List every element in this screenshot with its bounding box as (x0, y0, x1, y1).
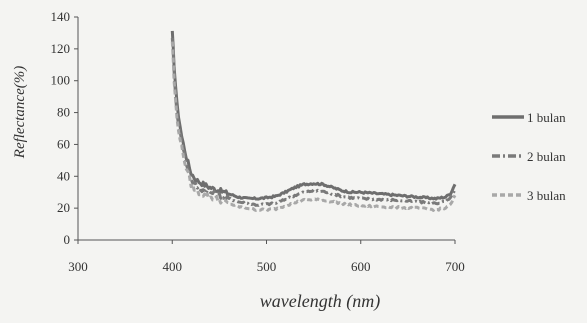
series-lines (170, 30, 457, 212)
axes: 0 20 40 60 80 100 120 140 300 400 500 600 700 (51, 9, 465, 274)
y-tick-label: 60 (57, 136, 70, 151)
legend-label-2: 2 bulan (527, 149, 566, 164)
y-axis-label: Reflectance(%) (12, 66, 28, 159)
y-tick-label: 140 (51, 9, 71, 24)
x-tick-label: 400 (163, 259, 183, 274)
legend-label-1: 1 bulan (527, 110, 566, 125)
series-line-1 (170, 30, 457, 201)
x-tick-label: 600 (351, 259, 371, 274)
y-tick-label: 120 (51, 41, 71, 56)
y-tick-label: 100 (51, 73, 71, 88)
y-tick-label: 20 (57, 200, 70, 215)
x-tick-label: 300 (68, 259, 88, 274)
y-tick-label: 0 (64, 232, 71, 247)
legend-label-3: 3 bulan (527, 188, 566, 203)
x-tick-label: 500 (257, 259, 277, 274)
y-tick-label: 80 (57, 105, 70, 120)
series-line-2 (170, 37, 457, 207)
legend: 1 bulan 2 bulan 3 bulan (492, 110, 566, 203)
x-tick-label: 700 (445, 259, 465, 274)
y-tick-label: 40 (57, 168, 70, 183)
series-line-3 (170, 41, 457, 212)
x-axis-label: wavelength (nm) (260, 291, 380, 312)
